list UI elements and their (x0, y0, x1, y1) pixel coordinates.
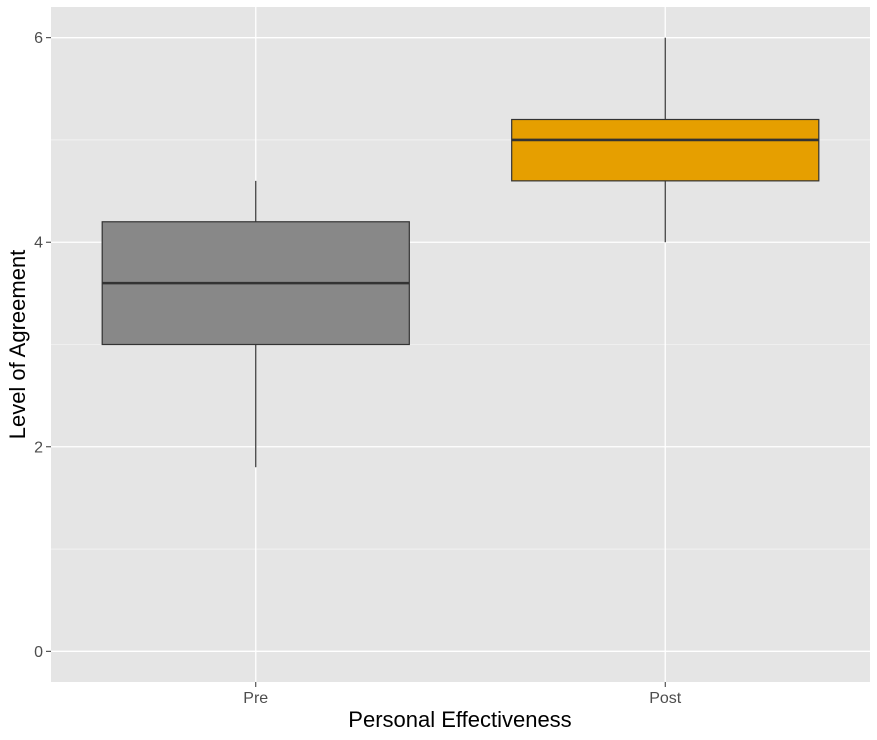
x-tick-label: Post (649, 690, 682, 707)
x-axis-ticks: Pre Post (243, 682, 682, 707)
box-pre (101, 180, 410, 468)
y-tick-label: 4 (34, 235, 43, 252)
box-post (511, 37, 820, 243)
y-axis-ticks: 0 2 4 6 (34, 30, 51, 661)
box-body (511, 118, 820, 182)
x-tick-label: Pre (243, 690, 268, 707)
y-tick-label: 0 (34, 644, 43, 661)
y-tick-label: 6 (34, 30, 43, 47)
x-axis-title: Personal Effectiveness (348, 707, 571, 732)
y-tick-label: 2 (34, 439, 43, 456)
boxes (101, 37, 820, 468)
y-axis-title: Level of Agreement (5, 250, 30, 440)
